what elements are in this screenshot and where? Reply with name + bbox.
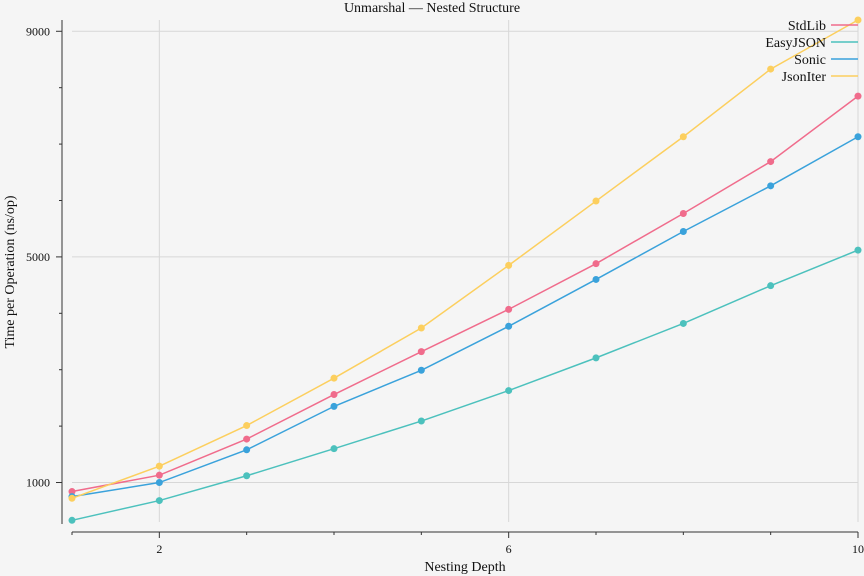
series-line [71,19,859,500]
x-tick-label: 2 [156,542,162,556]
y-tick-label: 9000 [26,24,50,38]
data-point [505,305,513,313]
data-point [330,445,338,453]
series-stdlib [68,92,862,496]
data-point [68,516,76,524]
data-point [592,354,600,362]
data-point [417,348,425,356]
data-point [767,158,775,166]
series-jsoniter [68,16,862,502]
data-point [679,228,687,236]
x-tick-label: 6 [506,542,512,556]
data-point [330,391,338,399]
legend-label: EasyJSON [765,36,826,51]
series-sonic [68,133,862,501]
data-point [155,471,163,479]
x-tick-label: 10 [852,542,864,556]
data-point [679,209,687,217]
data-point [330,402,338,410]
data-point [243,422,251,430]
data-point [505,387,513,395]
legend-label: Sonic [794,53,826,68]
legend-label: StdLib [788,19,826,34]
data-point [68,488,76,496]
legend-label: JsonIter [782,70,827,85]
data-point [68,494,76,502]
series-easyjson [68,246,862,524]
legend-item: EasyJSON [765,36,858,51]
legend-item: JsonIter [782,70,858,85]
y-tick-label: 5000 [26,250,50,264]
data-point [155,479,163,487]
x-axis-title: Nesting Depth [424,560,505,575]
series-line [71,95,859,493]
data-point [417,417,425,425]
data-point [767,65,775,73]
data-point [155,497,163,505]
axes: 2 6 10 1000 5000 9000 [26,20,864,556]
y-axis-title: Time per Operation (ns/op) [3,195,18,348]
series-line [71,136,859,498]
data-point [679,319,687,327]
chart-title: Unmarshal — Nested Structure [344,1,520,16]
data-point [155,462,163,470]
data-point [854,92,862,100]
data-point [330,374,338,382]
series-line [71,249,859,522]
data-point [505,261,513,269]
grid-lines [72,20,859,522]
y-tick-label: 1000 [26,476,50,490]
data-point [505,322,513,330]
data-point [243,435,251,443]
data-point [592,275,600,283]
data-point [854,246,862,254]
data-point [679,133,687,141]
data-point [243,446,251,454]
data-point [592,197,600,205]
data-point [854,16,862,24]
data-point [767,182,775,190]
data-point [592,260,600,268]
legend: StdLib EasyJSON Sonic JsonIter [765,19,858,85]
legend-item: Sonic [794,53,858,68]
data-point [417,324,425,332]
data-point [417,366,425,374]
legend-item: StdLib [788,19,858,34]
data-point [243,472,251,480]
data-point [854,133,862,141]
data-point [767,282,775,290]
series [68,16,862,524]
